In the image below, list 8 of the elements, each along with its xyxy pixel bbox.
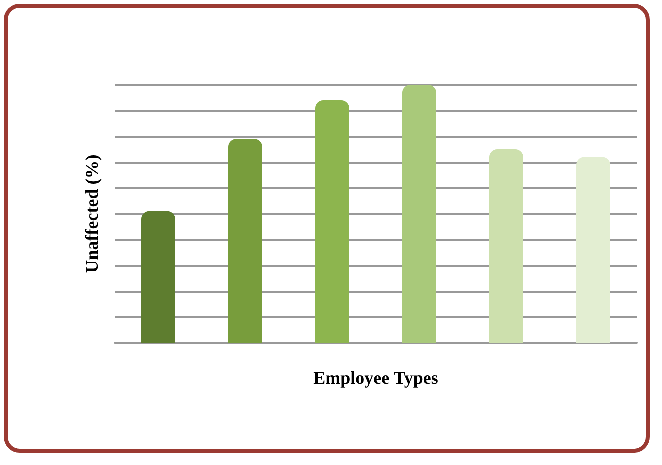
bar xyxy=(316,100,350,343)
bar xyxy=(576,157,610,343)
bar xyxy=(142,211,176,343)
x-axis-title: Employee Types xyxy=(314,368,438,388)
bar xyxy=(402,85,436,343)
bar xyxy=(490,150,524,343)
bar xyxy=(228,139,262,343)
y-axis-title: Unaffected (%) xyxy=(82,154,102,274)
